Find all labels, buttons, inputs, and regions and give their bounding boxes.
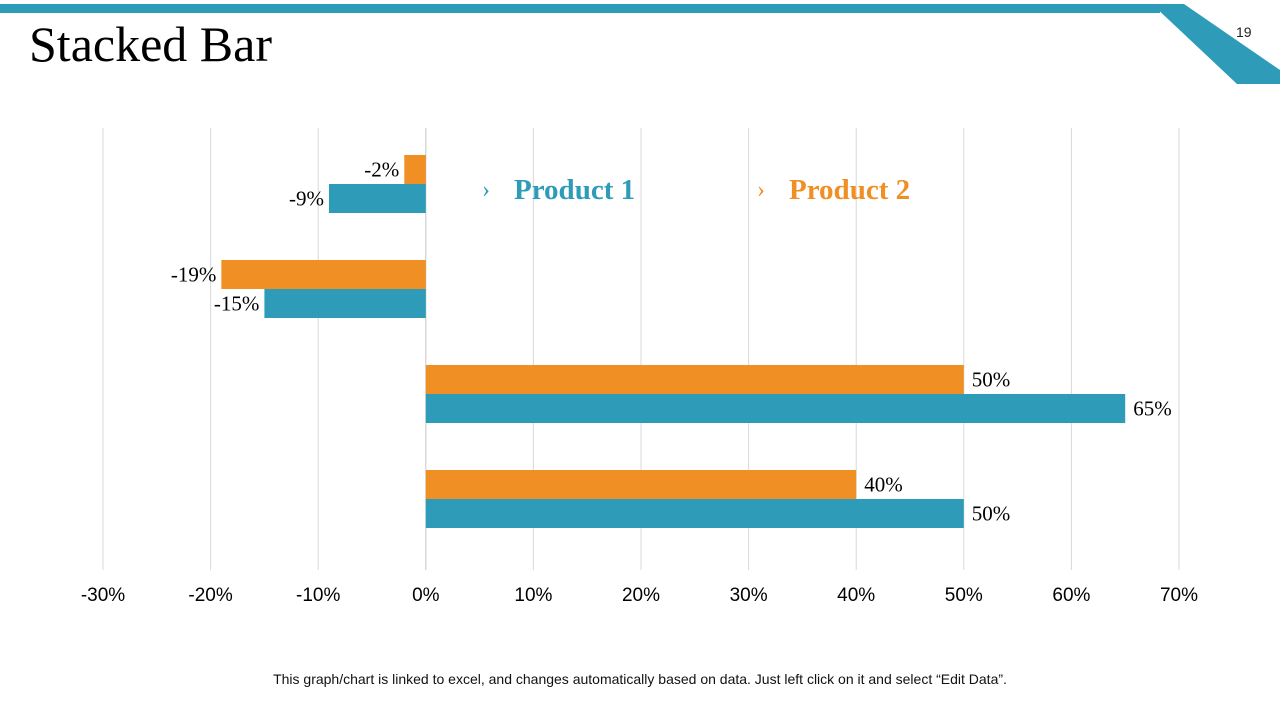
data-label: -2% <box>364 158 399 182</box>
chevron-right-icon: › <box>757 176 765 203</box>
x-tick-label: 70% <box>1160 585 1198 606</box>
x-tick-label: 20% <box>622 585 660 606</box>
bar-product-2-3[interactable] <box>425 365 964 394</box>
bar-product-2-2[interactable] <box>221 260 426 289</box>
x-tick-label: 40% <box>837 585 875 606</box>
x-tick-label: 60% <box>1052 585 1090 606</box>
x-tick-label: 0% <box>412 585 440 606</box>
bar-product-1-1[interactable] <box>328 184 426 213</box>
bar-product-2-1[interactable] <box>404 155 426 184</box>
legend-item-product-2[interactable]: › Product 2 <box>757 170 910 210</box>
x-tick-label: 50% <box>945 585 983 606</box>
header-decoration <box>0 4 1280 84</box>
bar-product-1-3[interactable] <box>425 394 1126 423</box>
x-tick-label: -30% <box>81 585 125 606</box>
x-tick-label: -20% <box>188 585 232 606</box>
legend-item-product-1[interactable]: › Product 1 <box>482 170 635 210</box>
legend-label-product-2: Product 2 <box>789 173 911 206</box>
bar-product-2-4[interactable] <box>425 470 857 499</box>
footnote: This graph/chart is linked to excel, and… <box>273 671 1007 687</box>
data-labels: -2% -9% -19% -15% 50% 65% 40% 50% <box>171 158 1172 526</box>
header-accent-bar <box>0 4 1160 13</box>
x-axis-tick-labels: -30% -20% -10% 0% 10% 20% 30% 40% 50% 60% 70% <box>81 585 1198 606</box>
data-label: -15% <box>214 292 260 316</box>
bar-product-1-4[interactable] <box>425 499 964 528</box>
data-label: 50% <box>972 502 1011 526</box>
header-accent-corner <box>1152 4 1280 84</box>
slide-title: Stacked Bar <box>29 16 272 72</box>
x-tick-label: -10% <box>296 585 340 606</box>
data-label: 65% <box>1133 397 1172 421</box>
chevron-right-icon: › <box>482 176 490 203</box>
data-label: 50% <box>972 368 1011 392</box>
bars <box>221 155 1126 528</box>
bar-product-1-2[interactable] <box>264 289 426 318</box>
x-tick-label: 10% <box>514 585 552 606</box>
legend-label-product-1: Product 1 <box>514 173 636 206</box>
page-number: 19 <box>1236 24 1252 40</box>
data-label: -19% <box>171 263 217 287</box>
data-label: -9% <box>289 187 324 211</box>
data-label: 40% <box>864 473 903 497</box>
x-tick-label: 30% <box>730 585 768 606</box>
